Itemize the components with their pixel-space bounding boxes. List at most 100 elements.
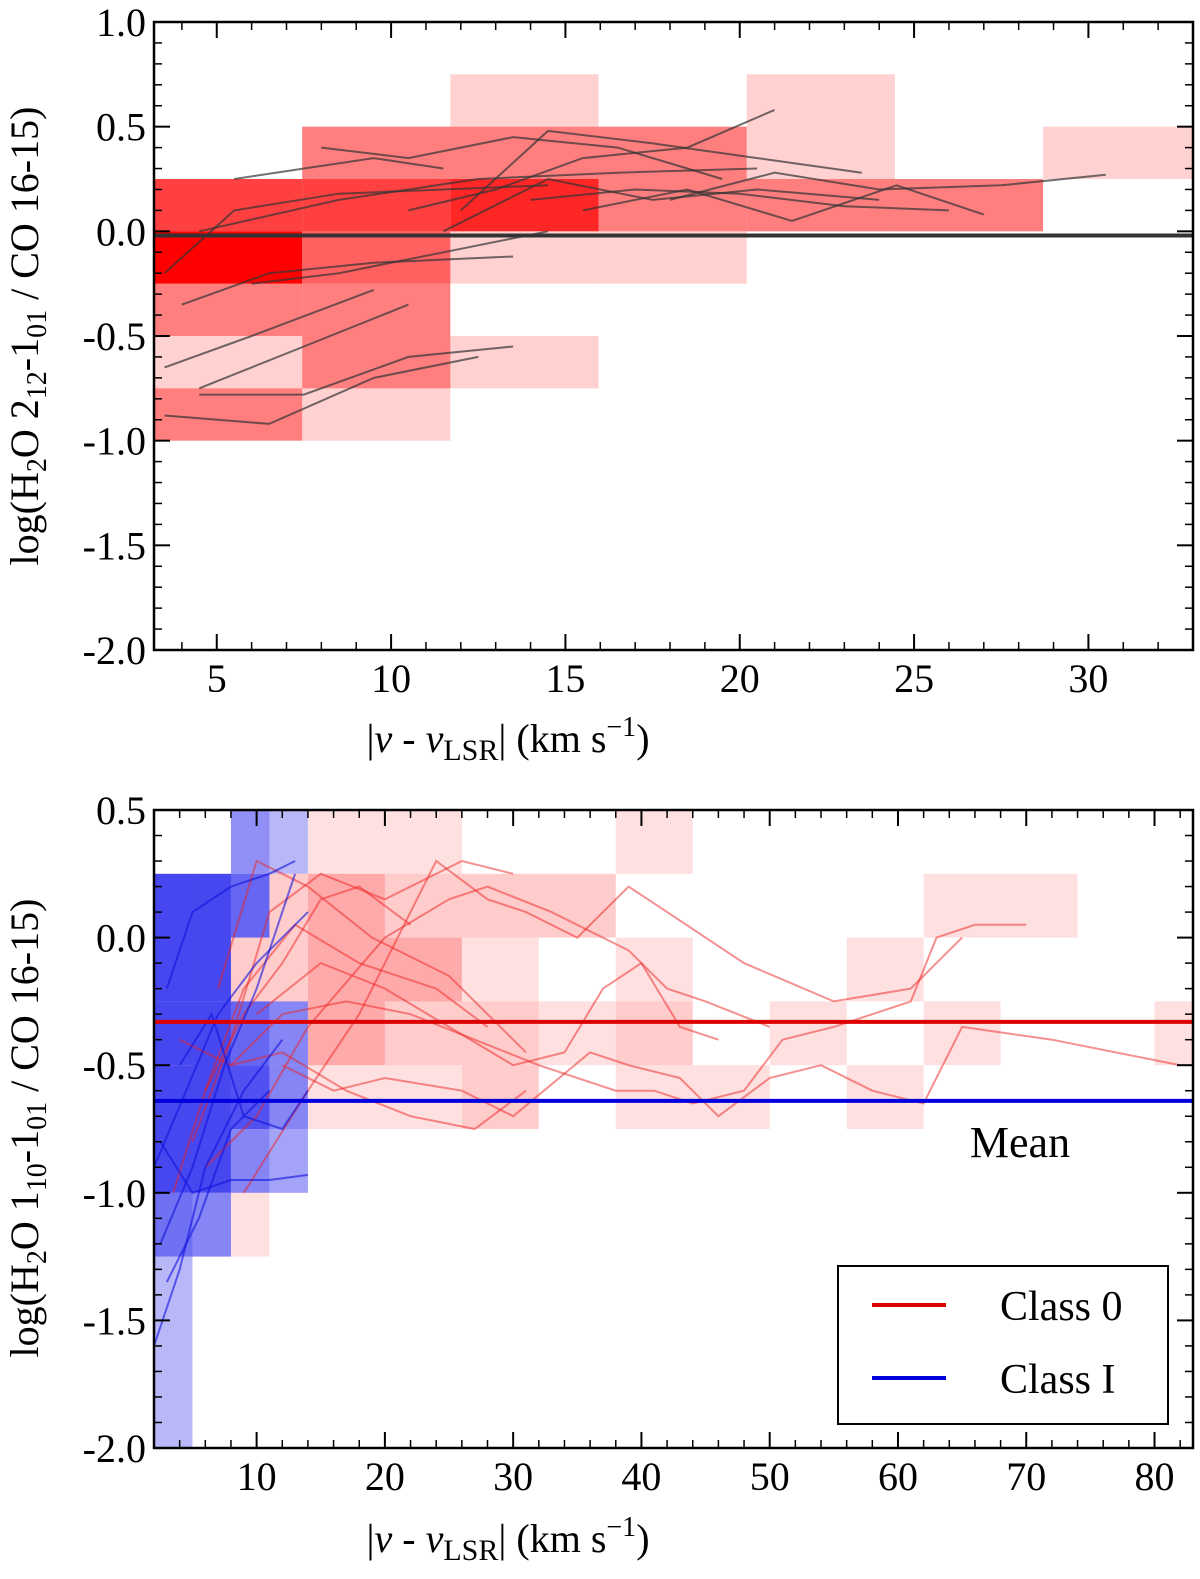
- top-series-2: [199, 167, 758, 233]
- top-ytick-label-4: 0.0: [96, 209, 146, 254]
- top-cell-9: [302, 336, 451, 389]
- bottom-ytick-label-3: -0.5: [83, 1043, 146, 1088]
- bottom-red-cell-25: [923, 1001, 1001, 1066]
- top-source-lines: [163, 108, 1106, 425]
- legend: Class 0 Class I: [837, 1265, 1169, 1425]
- class0-series-6: [281, 1025, 1181, 1118]
- top-series-3: [181, 255, 514, 306]
- bottom-red-cell-23: [846, 1065, 924, 1129]
- bottom-xtick-label-7: 80: [1135, 1454, 1175, 1499]
- bottom-red-cell-20: [692, 1065, 770, 1129]
- bottom-blue-cell-16: [269, 1129, 308, 1193]
- bottom-xtick-label-2: 30: [493, 1454, 533, 1499]
- top-cell-2: [154, 283, 303, 336]
- class1-series-2: [165, 1089, 271, 1283]
- bottom-blue-cell-7: [192, 1192, 231, 1257]
- mean-annotation: Mean: [970, 1118, 1070, 1167]
- bottom-panel: 10 20 30 40 50 60 70 80 -2.0 -1.5 -1.0 -0.5 0.0 0.5 M…: [2, 788, 1195, 1567]
- top-cell-8: [302, 283, 451, 336]
- bottom-red-cell-5: [384, 810, 462, 874]
- class1-series-5: [159, 1141, 309, 1194]
- bottom-plot-frame: [152, 808, 1195, 1450]
- top-ytick-label-1: -1.5: [83, 523, 146, 568]
- top-ytick-label-2: -1.0: [83, 419, 146, 464]
- top-cell-15: [450, 336, 599, 389]
- bottom-red-cell-6: [384, 873, 462, 938]
- class0-series-3: [217, 859, 527, 1054]
- top-series-7: [164, 355, 479, 425]
- bottom-ytick-label-0: -2.0: [83, 1426, 146, 1471]
- bottom-red-overlay-cell-0: [230, 1192, 270, 1257]
- top-series-12: [530, 188, 949, 212]
- top-xtick-label-3: 20: [720, 656, 760, 701]
- bottom-ytick-label-4: 0.0: [96, 916, 146, 961]
- bottom-xtick-label-4: 50: [750, 1454, 790, 1499]
- top-ytick-label-0: -2.0: [83, 628, 146, 673]
- top-cell-23: [1043, 126, 1193, 179]
- bottom-red-cell-18: [615, 1001, 693, 1066]
- top-series-0: [163, 184, 549, 274]
- bottom-xtick-label-6: 70: [1006, 1454, 1046, 1499]
- top-series-1: [234, 157, 444, 180]
- bottom-x-axis-label: |v - vLSR| (km s−1): [366, 1512, 649, 1567]
- bottom-red-cell-19: [615, 1065, 693, 1129]
- bottom-red-cell-10: [461, 873, 539, 938]
- bottom-red-cell-7: [384, 937, 462, 1002]
- top-xtick-label-5: 30: [1068, 656, 1108, 701]
- top-series-13: [442, 177, 880, 233]
- bottom-blue-cell-2: [154, 1065, 193, 1193]
- top-cell-19: [746, 74, 895, 127]
- top-series-14: [582, 184, 985, 222]
- top-xtick-label-4: 25: [894, 656, 934, 701]
- top-series-4: [164, 288, 375, 369]
- top-xtick-label-2: 15: [545, 656, 585, 701]
- top-heatmap: [154, 74, 1193, 441]
- bottom-xtick-label-0: 10: [237, 1454, 277, 1499]
- bottom-red-cell-11: [461, 937, 539, 1002]
- bottom-blue-cell-3: [154, 1192, 193, 1257]
- bottom-red-cell-0: [307, 810, 385, 874]
- top-cell-18: [598, 231, 747, 284]
- top-cell-20: [746, 126, 895, 179]
- top-panel: 5 10 15 20 25 30 -2.0 -1.5 -1.0 -0.5 0.0 0.5 1.0 |v …: [2, 0, 1195, 767]
- top-ytick-label-3: -0.5: [83, 314, 146, 359]
- top-series-5: [198, 303, 409, 390]
- bottom-source-lines: [153, 859, 1181, 1347]
- bottom-xtick-label-1: 20: [365, 1454, 405, 1499]
- class0-series-1: [191, 859, 514, 1143]
- bottom-ytick-label-2: -1.0: [83, 1171, 146, 1216]
- top-cell-10: [302, 388, 451, 441]
- class1-series-3: [153, 911, 309, 1168]
- bottom-ytick-label-1: -1.5: [83, 1298, 146, 1343]
- bottom-y-axis-label: log(H2O 110-101 / CO 16-15): [2, 899, 53, 1358]
- top-xtick-label-0: 5: [207, 656, 227, 701]
- legend-label-class0: Class 0: [1000, 1284, 1123, 1330]
- legend-label-class1: Class I: [1000, 1357, 1116, 1403]
- class1-series-4: [178, 1011, 309, 1131]
- top-plot-frame: [152, 20, 1195, 652]
- bottom-xtick-label-5: 60: [878, 1454, 918, 1499]
- bottom-red-cell-22: [846, 937, 924, 1002]
- top-x-axis-label: |v - vLSR| (km s−1): [366, 712, 649, 767]
- class0-series-7: [242, 859, 963, 1194]
- class0-series-8: [179, 1038, 527, 1131]
- top-series-10: [408, 108, 775, 212]
- bottom-heatmap: [154, 810, 1193, 1448]
- top-xtick-label-1: 10: [371, 656, 411, 701]
- class0-series-9: [204, 885, 771, 1169]
- bottom-red-cell-14: [538, 873, 616, 938]
- class1-series-6: [165, 860, 296, 989]
- top-cell-0: [154, 231, 303, 284]
- top-y-axis-label: log(H2O 212-101 / CO 16-15): [2, 107, 53, 566]
- bottom-ytick-label-5: 0.5: [96, 788, 146, 833]
- bottom-red-cell-12: [461, 1001, 539, 1066]
- class1-series-0: [153, 1039, 284, 1347]
- top-cell-4: [154, 388, 303, 441]
- top-series-6: [199, 345, 514, 396]
- top-cell-21: [746, 179, 895, 232]
- legend-box: [837, 1265, 1169, 1425]
- bottom-red-cell-24: [923, 873, 1001, 938]
- bottom-xtick-label-3: 40: [621, 1454, 661, 1499]
